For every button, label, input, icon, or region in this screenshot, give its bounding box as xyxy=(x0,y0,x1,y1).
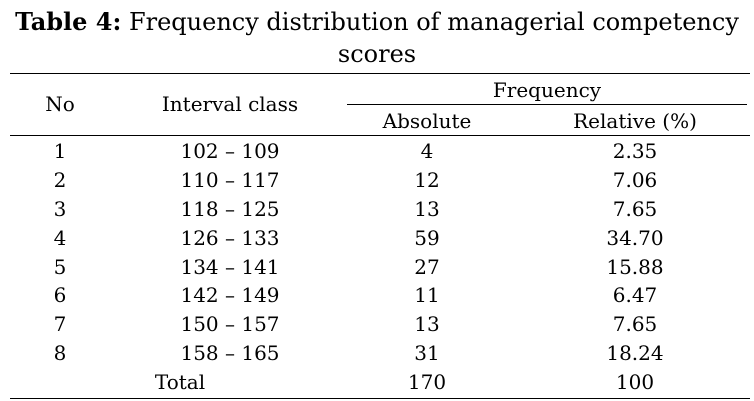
header-frequency: Frequency xyxy=(492,78,602,102)
table-body: 1 102 – 109 4 2.35 2 110 – 117 12 7.06 3… xyxy=(0,138,754,398)
table-row: 3 118 – 125 13 7.65 xyxy=(0,196,754,225)
row-absolute: 27 xyxy=(414,254,440,279)
row-relative: 7.06 xyxy=(612,167,658,192)
row-no: 6 xyxy=(53,283,67,308)
table-row: 2 110 – 117 12 7.06 xyxy=(0,167,754,196)
table-caption-label: Table 4: xyxy=(15,7,122,36)
row-interval: 142 – 149 xyxy=(180,283,280,308)
header-interval-class: Interval class xyxy=(161,92,299,116)
row-absolute: 31 xyxy=(414,341,440,366)
row-interval: 150 – 157 xyxy=(180,312,280,337)
table-row: 1 102 – 109 4 2.35 xyxy=(0,138,754,167)
row-relative: 7.65 xyxy=(612,312,658,337)
total-relative: 100 xyxy=(615,370,655,395)
table-row: 8 158 – 165 31 18.24 xyxy=(0,340,754,369)
table-row: 4 126 – 133 59 34.70 xyxy=(0,225,754,254)
row-interval: 110 – 117 xyxy=(180,167,280,192)
table-caption-text: Frequency distribution of managerial com… xyxy=(128,8,739,68)
row-absolute: 13 xyxy=(414,196,440,221)
row-absolute: 4 xyxy=(420,139,434,163)
table-row: 6 142 – 149 11 6.47 xyxy=(0,282,754,311)
row-no: 7 xyxy=(53,312,67,337)
row-interval: 118 – 125 xyxy=(180,196,280,221)
row-relative: 2.35 xyxy=(612,139,658,163)
total-absolute: 170 xyxy=(407,370,447,395)
row-no: 5 xyxy=(53,254,67,279)
table-caption: Table 4: Frequency distribution of manag… xyxy=(0,6,754,70)
row-no: 2 xyxy=(53,167,67,192)
table-row: 5 134 – 141 27 15.88 xyxy=(0,254,754,283)
table-bottom-rule xyxy=(10,398,750,399)
frequency-subheader-rule xyxy=(347,104,747,105)
row-interval: 134 – 141 xyxy=(180,254,280,279)
row-interval: 102 – 109 xyxy=(180,139,280,163)
total-label: Total xyxy=(154,370,206,395)
header-absolute: Absolute xyxy=(382,109,472,133)
row-no: 8 xyxy=(53,341,67,366)
table-row: 7 150 – 157 13 7.65 xyxy=(0,311,754,340)
row-no: 3 xyxy=(53,196,67,221)
header-no: No xyxy=(45,92,75,116)
row-relative: 15.88 xyxy=(606,254,664,279)
row-relative: 6.47 xyxy=(612,283,658,308)
row-relative: 7.65 xyxy=(612,196,658,221)
table-total-row: Total 170 100 xyxy=(0,369,754,398)
row-relative: 34.70 xyxy=(606,225,664,250)
row-no: 1 xyxy=(53,139,67,163)
table-top-rule xyxy=(10,73,750,74)
row-no: 4 xyxy=(53,225,67,250)
row-interval: 126 – 133 xyxy=(180,225,280,250)
row-absolute: 11 xyxy=(414,283,440,308)
row-interval: 158 – 165 xyxy=(180,341,280,366)
row-absolute: 12 xyxy=(414,167,440,192)
row-absolute: 59 xyxy=(414,225,440,250)
row-absolute: 13 xyxy=(414,312,440,337)
table-header-rule xyxy=(10,135,750,136)
row-relative: 18.24 xyxy=(606,341,664,366)
header-relative: Relative (%) xyxy=(573,109,697,133)
